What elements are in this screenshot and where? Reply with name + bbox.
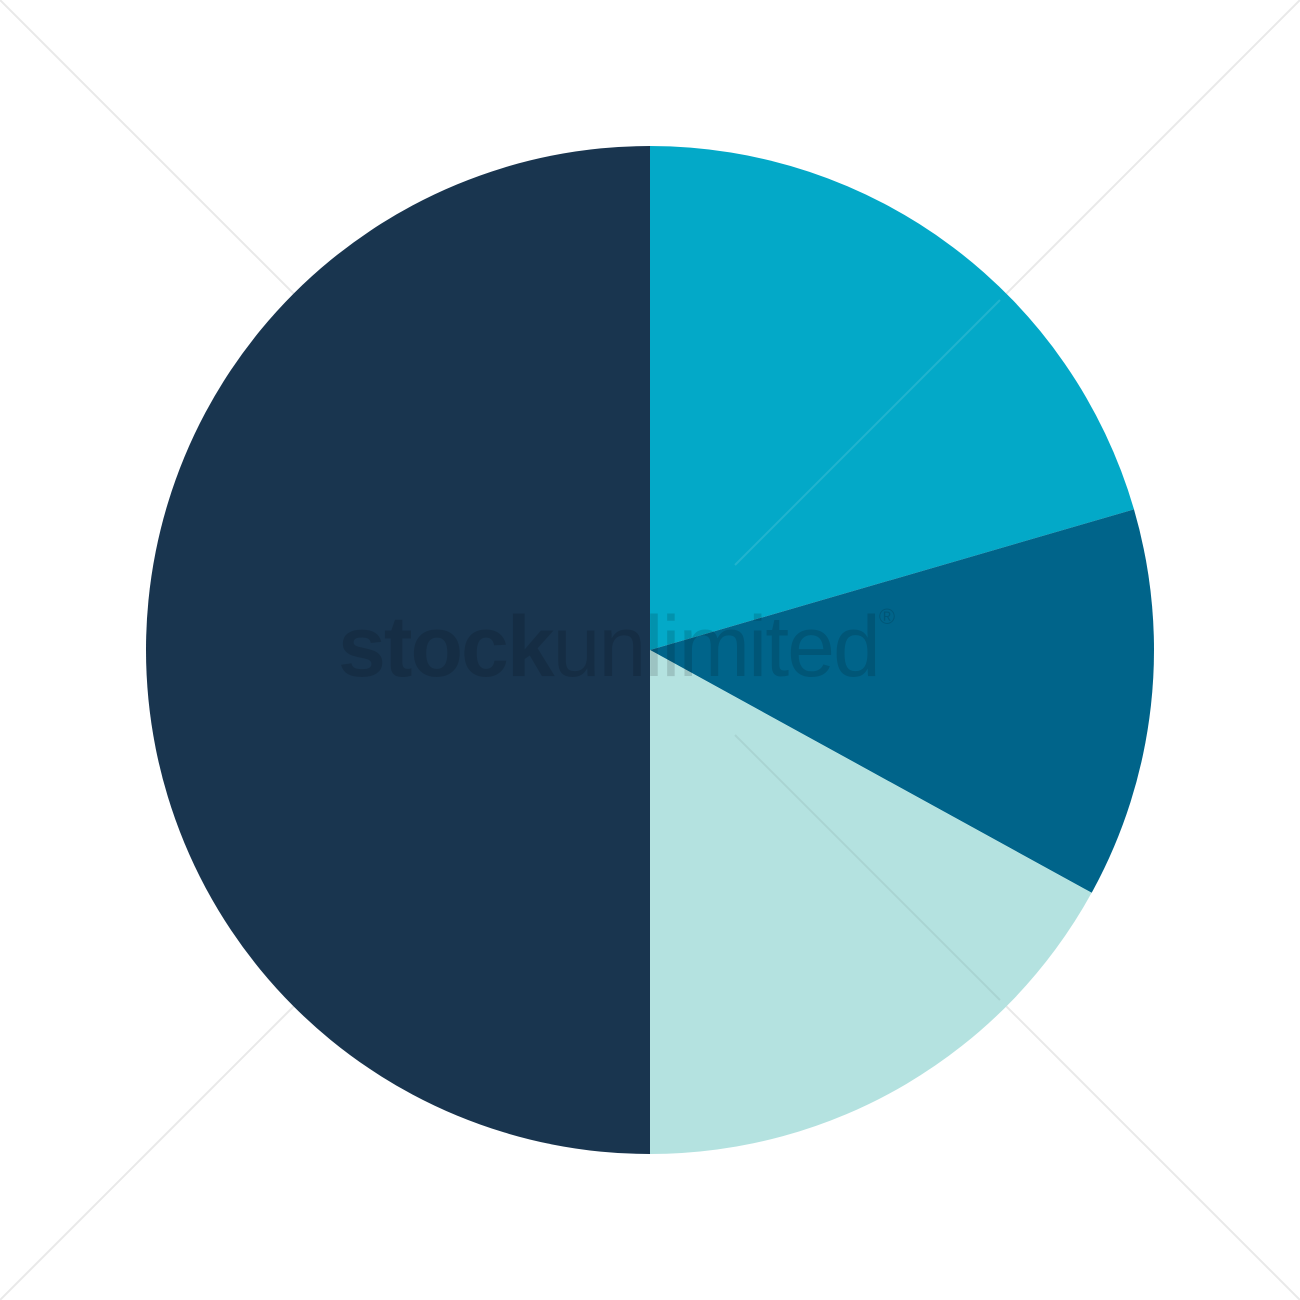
pie-slice-4 xyxy=(146,146,650,1154)
pie-slice-2 xyxy=(650,509,1154,893)
pie-slice-3 xyxy=(650,650,1092,1154)
watermark-line-upper xyxy=(734,299,1001,566)
pie-slice-1 xyxy=(650,146,1134,650)
watermark-line-lower xyxy=(734,734,1001,1001)
